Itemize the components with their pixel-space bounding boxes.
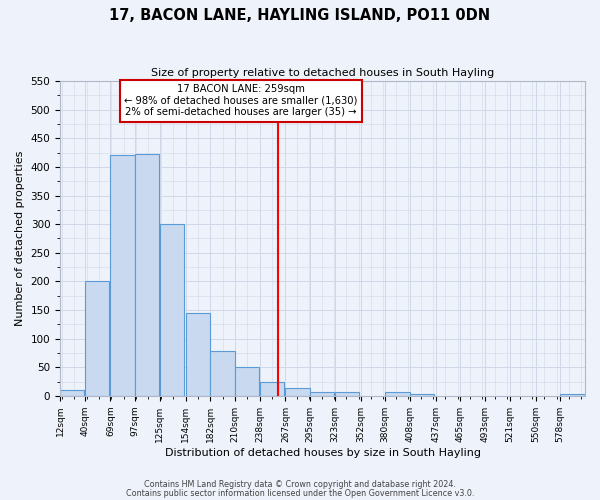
Bar bbox=[310, 392, 334, 396]
Bar bbox=[385, 392, 410, 396]
Text: 17, BACON LANE, HAYLING ISLAND, PO11 0DN: 17, BACON LANE, HAYLING ISLAND, PO11 0DN bbox=[109, 8, 491, 22]
Y-axis label: Number of detached properties: Number of detached properties bbox=[15, 151, 25, 326]
Bar bbox=[110, 156, 135, 396]
Title: Size of property relative to detached houses in South Hayling: Size of property relative to detached ho… bbox=[151, 68, 494, 78]
Bar bbox=[286, 388, 310, 396]
Bar bbox=[185, 313, 210, 396]
Bar bbox=[160, 224, 184, 396]
Bar bbox=[560, 394, 584, 396]
Bar bbox=[85, 282, 109, 396]
Bar bbox=[260, 382, 284, 396]
Text: Contains HM Land Registry data © Crown copyright and database right 2024.: Contains HM Land Registry data © Crown c… bbox=[144, 480, 456, 489]
X-axis label: Distribution of detached houses by size in South Hayling: Distribution of detached houses by size … bbox=[164, 448, 481, 458]
Bar bbox=[235, 367, 259, 396]
Text: 17 BACON LANE: 259sqm
← 98% of detached houses are smaller (1,630)
2% of semi-de: 17 BACON LANE: 259sqm ← 98% of detached … bbox=[124, 84, 358, 117]
Bar bbox=[335, 392, 359, 396]
Bar bbox=[135, 154, 160, 396]
Text: Contains public sector information licensed under the Open Government Licence v3: Contains public sector information licen… bbox=[126, 488, 474, 498]
Bar bbox=[210, 351, 235, 396]
Bar bbox=[410, 394, 434, 396]
Bar bbox=[60, 390, 85, 396]
